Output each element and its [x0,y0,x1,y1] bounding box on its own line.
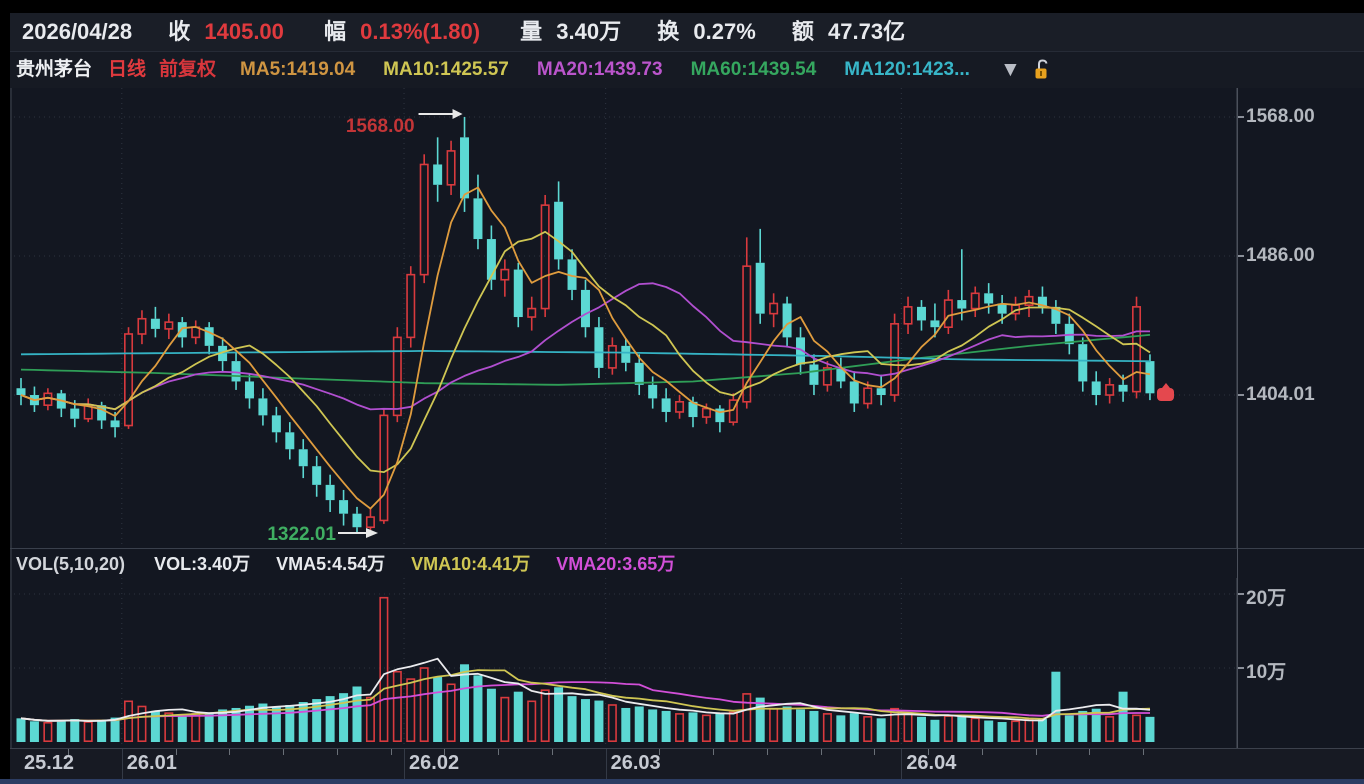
time-tick [713,749,715,755]
ma20-label: MA20:1439.73 [536,59,663,80]
volume-label: 量 [520,19,543,44]
right-axis-line [1237,88,1238,748]
price-chart[interactable]: 1568.00 1322.01 [0,88,1364,548]
month-separator [901,749,903,779]
close-value: 1405.00 [204,19,284,44]
time-tick [1089,749,1091,755]
svg-text:1322.01: 1322.01 [267,524,336,545]
month-label: 26.03 [610,752,661,774]
change-label: 幅 [324,19,347,44]
month-label: 25.12 [24,752,75,774]
vol-value: VOL:3.40万 [154,554,251,574]
vma20-label: VMA20:3.65万 [556,554,676,574]
turnover-value: 0.27% [693,19,756,44]
volume-chart[interactable] [0,578,1364,748]
month-separator [404,749,406,779]
volume-value: 3.40万 [556,19,622,44]
volume-indicator-bar: VOL(5,10,20) VOL:3.40万 VMA5:4.54万 VMA10:4.… [10,551,1364,578]
left-edge-line [10,88,12,748]
vol-values-group: VOL:3.40万 VMA5:4.54万 VMA10:4.41万 VMA20:3.65… [154,554,701,574]
change-value: 0.13%(1.80) [360,19,481,44]
ma5-label: MA5:1419.04 [240,59,356,80]
close-label: 收 [168,19,191,44]
trade-date: 2026/04/28 [22,19,133,44]
month-label: 26.04 [906,752,957,774]
axis-tick-label: 1486.00 [1246,245,1315,266]
axis-tick-label: 10万 [1246,662,1287,683]
svg-text:1568.00: 1568.00 [346,116,415,137]
last-price-marker [1157,388,1174,401]
unlock-icon[interactable] [1033,58,1051,82]
time-tick [1143,749,1145,755]
bottom-accent-strip [0,779,1364,784]
amount-label: 额 [791,19,814,44]
time-tick [820,749,822,755]
amount-value: 47.73亿 [828,19,906,44]
time-tick [498,749,500,755]
time-tick [336,749,338,755]
ma10-label: MA10:1425.57 [383,59,509,80]
time-tick [659,749,661,755]
axis-tick-label: 1404.01 [1246,384,1315,405]
ma-labels-group: MA5:1419.04 MA10:1425.57 MA20:1439.73 MA60:… [240,52,998,88]
time-tick [928,749,930,755]
vma10-label: VMA10:4.41万 [411,554,531,574]
pane-divider [10,548,1364,549]
month-separator [121,749,123,779]
month-separator [605,749,607,779]
time-tick [766,749,768,755]
month-label: 26.02 [409,752,460,774]
turnover-label: 换 [657,19,680,44]
period-selector[interactable]: 日线 [108,59,147,80]
vol-indicator-title: VOL(5,10,20) [16,554,126,574]
time-tick [874,749,876,755]
ma120-label: MA120:1423... [844,59,970,80]
axis-tick-label: 1568.00 [1246,106,1315,127]
axis-tick-label: 20万 [1246,588,1287,609]
time-tick [551,749,553,755]
chevron-down-icon[interactable]: ▼ [999,58,1021,81]
time-tick [444,749,446,755]
day-stats-bar: 2026/04/28 收 1405.00 幅 0.13%(1.80) 量 3.4… [10,13,1364,52]
time-tick [390,749,392,755]
time-tick [283,749,285,755]
indicator-toolbar: 贵州茅台 日线 前复权 MA5:1419.04 MA10:1425.57 MA20:… [10,52,1364,88]
adjust-mode-selector[interactable]: 前复权 [159,59,217,80]
time-tick [1035,749,1037,755]
time-tick [981,749,983,755]
time-tick [68,749,70,755]
month-label: 26.01 [126,752,177,774]
time-tick [229,749,231,755]
stock-name: 贵州茅台 [16,59,93,80]
time-tick [175,749,177,755]
ma60-label: MA60:1439.54 [690,59,817,80]
time-axis: 25.12 26.01 26.02 26.03 26.04 [10,748,1364,780]
vma5-label: VMA5:4.54万 [276,554,386,574]
